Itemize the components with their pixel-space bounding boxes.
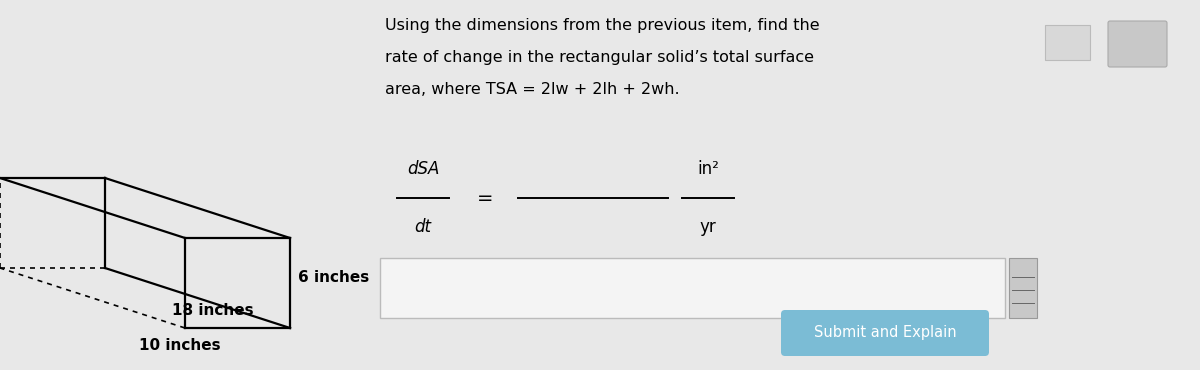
Text: yr: yr — [700, 218, 716, 236]
Text: 10 inches: 10 inches — [139, 338, 221, 353]
FancyBboxPatch shape — [380, 258, 1006, 318]
Text: Using the dimensions from the previous item, find the: Using the dimensions from the previous i… — [385, 18, 820, 33]
Text: 6 inches: 6 inches — [298, 270, 370, 286]
Text: rate of change in the rectangular solid’s total surface: rate of change in the rectangular solid’… — [385, 50, 814, 65]
Bar — [1045, 25, 1090, 60]
Text: dt: dt — [414, 218, 432, 236]
FancyBboxPatch shape — [781, 310, 989, 356]
FancyBboxPatch shape — [1009, 258, 1037, 318]
Text: 18 inches: 18 inches — [172, 303, 253, 318]
Text: Submit and Explain: Submit and Explain — [814, 326, 956, 340]
Text: in²: in² — [697, 160, 719, 178]
Text: =: = — [476, 188, 493, 208]
FancyBboxPatch shape — [1108, 21, 1166, 67]
Text: area, where TSA = 2lw + 2lh + 2wh.: area, where TSA = 2lw + 2lh + 2wh. — [385, 82, 679, 97]
Text: dSA: dSA — [407, 160, 439, 178]
